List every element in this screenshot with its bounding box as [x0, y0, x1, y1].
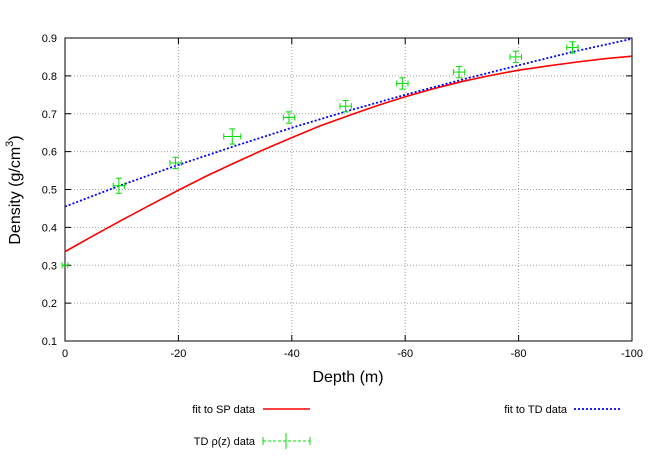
- y-tick-label: 0.4: [42, 222, 57, 234]
- grid-lines: [65, 38, 632, 341]
- y-tick-label: 0.6: [42, 147, 57, 159]
- td-data-point: [509, 50, 522, 64]
- plot-frame: [64, 37, 633, 342]
- sp-fit-line: [64, 55, 633, 253]
- axis-ticks: 0 -20 -40 -60 -80 -100 0.1 0.2 0.3 0.4 0.5 0.6 0.7 0.…: [42, 33, 643, 360]
- legend-item-td-data: TD ρ(z) data: [194, 433, 311, 449]
- x-axis-label: Depth (m): [312, 369, 383, 386]
- td-data-point: [282, 111, 296, 124]
- x-tick-label: -40: [284, 348, 300, 360]
- td-fit-line: [64, 37, 633, 208]
- td-data-point: [223, 128, 242, 145]
- y-tick-label: 0.2: [42, 298, 57, 310]
- td-data-point: [169, 156, 182, 170]
- y-axis-label-close: ): [7, 135, 24, 140]
- y-tick-label: 0.3: [42, 260, 57, 272]
- y-tick-label: 0.9: [42, 33, 57, 45]
- x-tick-label: -20: [170, 348, 186, 360]
- td-data-point: [112, 177, 126, 194]
- legend-label-td-data: TD ρ(z) data: [194, 436, 256, 448]
- legend: fit to SP data fit to TD data TD ρ(z) da…: [192, 404, 622, 449]
- legend-item-sp-fit: fit to SP data: [192, 404, 310, 416]
- legend-label-sp-fit: fit to SP data: [192, 404, 256, 416]
- legend-item-td-fit: fit to TD data: [504, 404, 622, 416]
- y-tick-label: 0.8: [42, 71, 57, 83]
- legend-label-td-fit: fit to TD data: [504, 404, 568, 416]
- y-axis-label: Density (g/cm3): [4, 135, 24, 244]
- y-tick-label: 0.5: [42, 185, 57, 197]
- td-data-point: [566, 41, 579, 54]
- td-data-point: [61, 262, 69, 269]
- x-tick-label: -100: [621, 348, 643, 360]
- x-tick-label: -60: [397, 348, 413, 360]
- y-tick-label: 0.7: [42, 109, 57, 121]
- x-tick-label: 0: [62, 348, 68, 360]
- y-tick-label: 0.1: [42, 336, 57, 348]
- td-data-point: [339, 99, 352, 113]
- series-layer: [61, 37, 633, 269]
- y-axis-label-main: Density (g/cm: [7, 147, 24, 245]
- y-axis-label-sup: 3: [4, 141, 16, 147]
- td-data-point: [452, 65, 466, 79]
- x-tick-label: -80: [511, 348, 527, 360]
- td-data-point: [396, 77, 409, 90]
